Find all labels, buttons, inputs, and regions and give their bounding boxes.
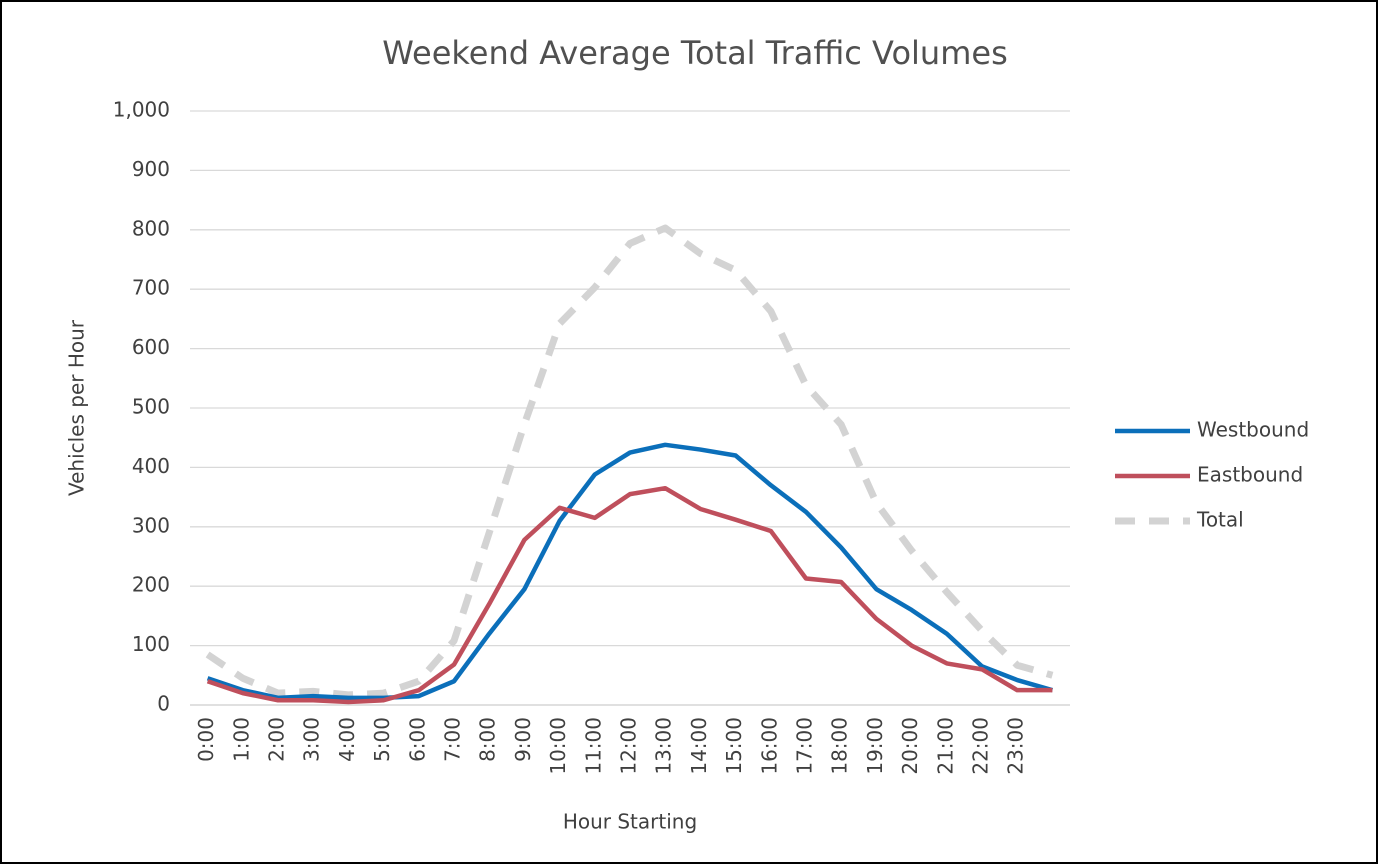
x-tick-label: 9:00: [511, 717, 535, 762]
legend-label: Total: [1196, 508, 1244, 532]
x-tick-label: 10:00: [546, 717, 570, 775]
y-tick-label: 500: [132, 395, 170, 419]
x-tick-label: 19:00: [863, 717, 887, 775]
x-tick-label: 6:00: [405, 717, 429, 762]
series-line: [206, 485, 1053, 705]
x-tick-label: 7:00: [441, 717, 465, 762]
x-tick-label: 8:00: [476, 717, 500, 762]
y-axis-title: Vehicles per Hour: [65, 319, 89, 496]
y-tick-label: 100: [132, 632, 170, 656]
y-tick-label: 1,000: [113, 98, 170, 122]
x-tick-label: 3:00: [300, 717, 324, 762]
x-tick-label: 23:00: [1004, 717, 1028, 775]
x-tick-label: 5:00: [370, 717, 394, 762]
y-tick-label: 200: [132, 573, 170, 597]
y-tick-label: 700: [132, 276, 170, 300]
chart-title: Weekend Average Total Traffic Volumes: [382, 34, 1007, 72]
y-tick-label: 0: [157, 692, 170, 716]
x-tick-label: 18:00: [828, 717, 852, 775]
x-tick-label: 13:00: [652, 717, 676, 775]
x-tick-label: 0:00: [194, 717, 218, 762]
x-tick-label: 2:00: [265, 717, 289, 762]
x-tick-label: 12:00: [617, 717, 641, 775]
series-line: [206, 442, 1054, 701]
y-tick-label: 800: [132, 216, 170, 240]
x-tick-label: 14:00: [687, 717, 711, 775]
x-tick-label: 15:00: [722, 717, 746, 775]
x-tick-label: 11:00: [581, 717, 605, 775]
x-tick-label: 16:00: [757, 717, 781, 775]
x-tick-label: 17:00: [793, 717, 817, 775]
x-tick-label: 20:00: [898, 717, 922, 775]
series-line: [205, 224, 1054, 699]
y-tick-label: 400: [132, 454, 170, 478]
y-tick-label: 600: [132, 335, 170, 359]
y-tick-label: 300: [132, 513, 170, 537]
x-tick-label: 1:00: [229, 717, 253, 762]
x-tick-label: 21:00: [933, 717, 957, 775]
x-tick-label: 22:00: [969, 717, 993, 775]
x-axis-title: Hour Starting: [563, 810, 697, 834]
legend-label: Eastbound: [1197, 463, 1303, 487]
legend-label: Westbound: [1197, 418, 1309, 442]
x-tick-label: 4:00: [335, 717, 359, 762]
y-tick-label: 900: [132, 157, 170, 181]
